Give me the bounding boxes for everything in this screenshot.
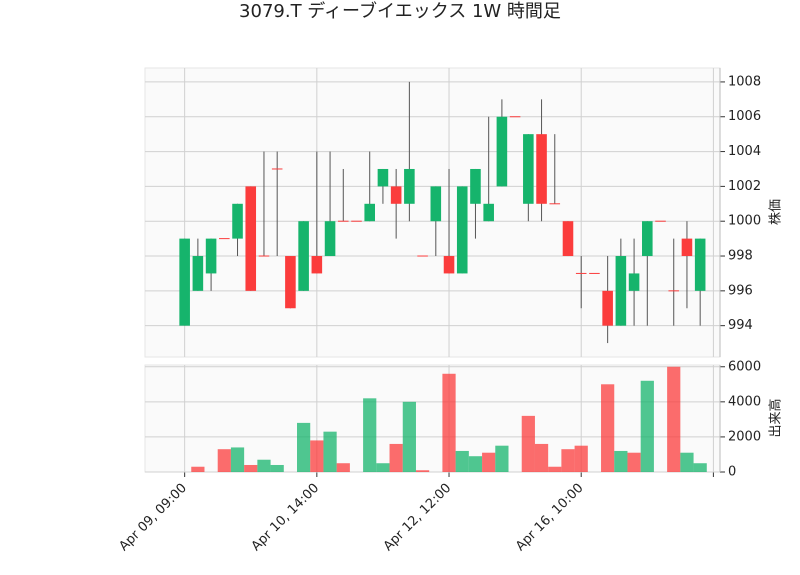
volume-bar [667,366,681,472]
candle-body [483,203,494,222]
volume-bar [389,443,403,472]
candle-body [694,238,706,291]
candle-body [337,220,349,222]
volume-bar [627,452,641,472]
candle-body [430,186,442,222]
candle-body [192,256,204,291]
y-tick-label: 1000 [728,214,761,229]
candle-body [271,168,283,170]
candle-body [245,186,257,291]
volume-tick-label: 4000 [728,394,761,409]
candle-body [404,168,415,204]
volume-bar [601,384,615,472]
y-tick-label: 1002 [728,179,761,194]
volume-tick-label: 2000 [728,429,761,444]
candle-body [549,203,561,205]
candle-body [536,134,547,204]
volume-bar [521,415,535,472]
volume-bar [257,459,271,472]
volume-bar [363,398,377,472]
x-tick-label: Apr 09, 09:00 [116,481,189,554]
y-tick-label: 994 [728,318,753,333]
candle-body [390,186,402,204]
candle-body [509,116,521,118]
volume-bar [455,450,469,472]
candle-body [456,186,468,274]
y-tick-label: 1008 [728,74,761,89]
volume-bar [217,449,231,472]
candle-body [562,221,574,257]
y-tick-label: 1004 [728,144,761,159]
candle-body [364,203,375,222]
volume-bar [614,450,628,472]
volume-bar [415,470,430,472]
volume-bar [640,380,654,472]
x-tick-label: Apr 10, 14:00 [249,481,322,554]
candle-body [258,255,270,257]
y-tick-label: 996 [728,283,753,298]
chart-title: 3079.T ディーブイエックス 1W 時間足 [239,0,561,22]
candle-body [589,272,600,274]
candle-body [523,134,534,204]
x-tick-label: Apr 16, 10:00 [513,481,586,554]
candle-body [324,221,336,257]
volume-bar [482,452,496,472]
volume-bar [495,445,509,472]
candle-body [668,290,680,292]
candle-body [628,273,640,291]
x-tick-label: Apr 12, 12:00 [381,481,454,554]
volume-bar [336,463,350,472]
volume-bar [468,456,483,472]
volume-bar [230,447,245,472]
volume-bar [548,466,562,472]
candle-body [681,238,693,257]
volume-bar [693,463,707,472]
volume-bar [442,373,456,472]
volume-tick-label: 0 [728,465,736,480]
volume-bar [191,466,205,472]
candle-body [351,220,362,222]
candle-body [615,256,627,326]
candle-body [496,116,508,187]
candle-body [311,256,323,274]
volume-tick-label: 6000 [728,359,761,374]
candle-body [298,221,309,291]
candle-body [232,203,243,239]
volume-axis-label: 出来高 [768,398,784,437]
volume-bar [574,445,588,472]
volume-bar [534,443,549,472]
volume-bar [310,440,324,472]
candle-body [205,238,217,274]
volume-bar [244,464,258,472]
volume-bar [270,464,284,472]
candle-body [377,168,389,187]
volume-bar [561,449,575,472]
candle-body [470,168,481,204]
y-tick-label: 1006 [728,109,761,124]
candle-body [575,272,587,274]
volume-bar [323,431,337,472]
y-axis-label: 株価 [769,199,784,225]
candle-body [642,221,653,257]
volume-bar [297,422,311,472]
candle-body [179,238,190,326]
volume-bar [402,401,416,472]
candle-body [443,256,455,274]
candle-body [219,238,230,240]
candle-body [285,256,296,309]
candle-body [417,255,428,257]
candle-body [655,220,666,222]
volume-bar [680,452,694,472]
volume-bar [376,463,390,472]
candle-body [602,290,613,326]
y-tick-label: 998 [728,249,753,264]
